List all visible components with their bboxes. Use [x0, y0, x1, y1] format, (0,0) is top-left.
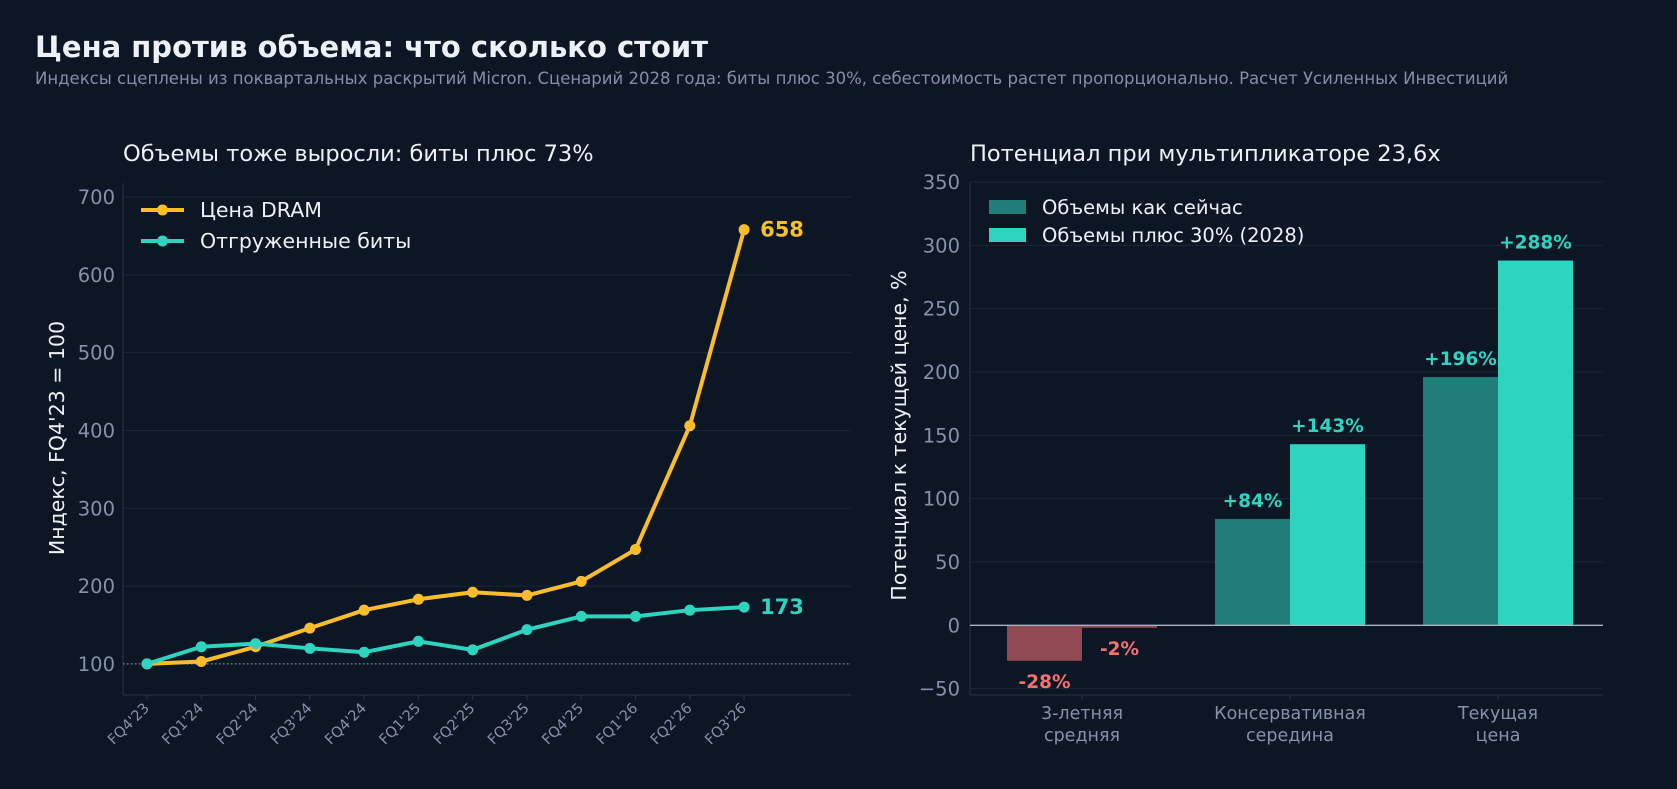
plus30-volume-bar — [1082, 625, 1157, 628]
x-tick-label: FQ4'25 — [539, 701, 587, 749]
y-tick-label: 0 — [948, 614, 960, 637]
y-tick-label: 700 — [78, 186, 115, 209]
category-label: средняя — [1044, 726, 1120, 746]
dram-price-point — [630, 543, 642, 555]
category-label: Консервативная — [1214, 704, 1366, 724]
legend-label-shipped-bits: Отгруженные биты — [200, 229, 411, 253]
shipped-bits-point — [684, 604, 696, 616]
dram-price-point — [304, 622, 316, 634]
x-tick-label: FQ1'24 — [159, 701, 207, 749]
x-tick-label: FQ3'26 — [702, 701, 750, 749]
dram-price-point — [467, 586, 479, 598]
bar-chart-title: Потенциал при мультипликаторе 23,6x — [970, 141, 1441, 167]
current-volume-bar — [1215, 518, 1290, 626]
x-tick-label: FQ4'23 — [105, 701, 153, 749]
y-tick-label: 50 — [935, 551, 960, 574]
x-tick-label: FQ1'25 — [377, 701, 425, 749]
shipped-bits-point — [195, 641, 207, 653]
y-tick-label: −50 — [919, 678, 960, 701]
category-label: середина — [1246, 726, 1334, 746]
legend-marker-dram-price — [157, 204, 168, 216]
x-tick-label: FQ2'25 — [431, 701, 479, 749]
x-tick-label: FQ1'26 — [594, 701, 642, 749]
plus30-volume-bar — [1290, 444, 1365, 626]
shipped-bits-point — [738, 601, 750, 613]
category-label: 3-летняя — [1041, 704, 1123, 724]
y-tick-label: 100 — [78, 653, 115, 676]
y-tick-label: 500 — [78, 342, 115, 365]
y-tick-label: 250 — [923, 298, 960, 321]
current-volume-value-label: -28% — [1019, 672, 1071, 693]
y-axis-label: Индекс, FQ4'23 = 100 — [45, 321, 69, 555]
y-tick-label: 100 — [923, 488, 960, 511]
shipped-bits-point — [141, 658, 153, 670]
shipped-bits-point — [250, 638, 262, 650]
shipped-bits-point — [630, 610, 642, 622]
y-tick-label: 150 — [923, 424, 960, 447]
y-tick-label: 200 — [923, 361, 960, 384]
legend-label-current-volume: Объемы как сейчас — [1042, 196, 1243, 219]
y-tick-label: 300 — [78, 497, 115, 520]
y-tick-label: 400 — [78, 419, 115, 442]
x-tick-label: FQ2'26 — [648, 701, 696, 749]
shipped-bits-point — [575, 610, 587, 622]
legend-swatch-plus30-volume — [989, 228, 1026, 242]
dram-price-line — [145, 227, 747, 666]
shipped-bits-point — [358, 646, 370, 658]
y-axis-label: Потенциал к текущей цене, % — [887, 270, 911, 600]
dram-price-point — [575, 575, 587, 587]
legend-label-plus30-volume: Объемы плюс 30% (2028) — [1042, 224, 1304, 247]
x-tick-label: FQ3'25 — [485, 701, 533, 749]
y-tick-label: 200 — [78, 575, 115, 598]
line-chart-panel: Объемы тоже выросли: биты плюс 73% 100 200… — [45, 141, 851, 748]
x-tick-label: FQ4'24 — [322, 701, 370, 749]
plus30-volume-value-label: +288% — [1499, 233, 1572, 254]
legend-label-dram-price: Цена DRAM — [200, 198, 322, 222]
shipped-bits-line — [145, 605, 747, 666]
current-volume-bar — [1423, 377, 1498, 626]
dram-price-point — [412, 593, 424, 605]
dram-price-point — [521, 589, 533, 601]
plus30-volume-bar — [1498, 260, 1573, 626]
shipped-bits-point — [521, 624, 533, 636]
current-volume-value-label: +84% — [1223, 491, 1283, 512]
plus30-volume-value-label: +143% — [1291, 416, 1364, 437]
category-label: цена — [1476, 726, 1521, 746]
line-chart-title: Объемы тоже выросли: биты плюс 73% — [123, 141, 594, 167]
x-tick-label: FQ2'24 — [214, 701, 262, 749]
bar-chart-panel: Потенциал при мультипликаторе 23,6x −50 0 5… — [887, 141, 1603, 746]
y-tick-label: 350 — [923, 171, 960, 194]
legend-marker-shipped-bits — [157, 235, 168, 247]
shipped-bits-point — [412, 635, 424, 647]
dram-price-point — [358, 604, 370, 616]
current-volume-value-label: +196% — [1424, 349, 1497, 370]
page-title: Цена против объема: что сколько стоит — [35, 30, 709, 64]
plus30-volume-value-label: -2% — [1100, 639, 1139, 660]
x-tick-label: FQ3'24 — [268, 701, 316, 749]
dram-price-point — [684, 420, 696, 432]
current-volume-bar — [1007, 625, 1082, 661]
y-tick-label: 600 — [78, 264, 115, 287]
shipped-bits-point — [304, 642, 316, 654]
shipped-bits-point — [467, 644, 479, 656]
dram-price-end-label: 658 — [760, 218, 804, 242]
y-tick-label: 300 — [923, 234, 960, 257]
dram-price-point — [195, 656, 207, 668]
page-subtitle: Индексы сцеплены из поквартальных раскры… — [35, 69, 1509, 88]
dram-price-point — [738, 224, 750, 236]
shipped-bits-end-label: 173 — [760, 595, 804, 619]
category-label: Текущая — [1457, 704, 1538, 724]
legend-swatch-current-volume — [989, 200, 1026, 214]
